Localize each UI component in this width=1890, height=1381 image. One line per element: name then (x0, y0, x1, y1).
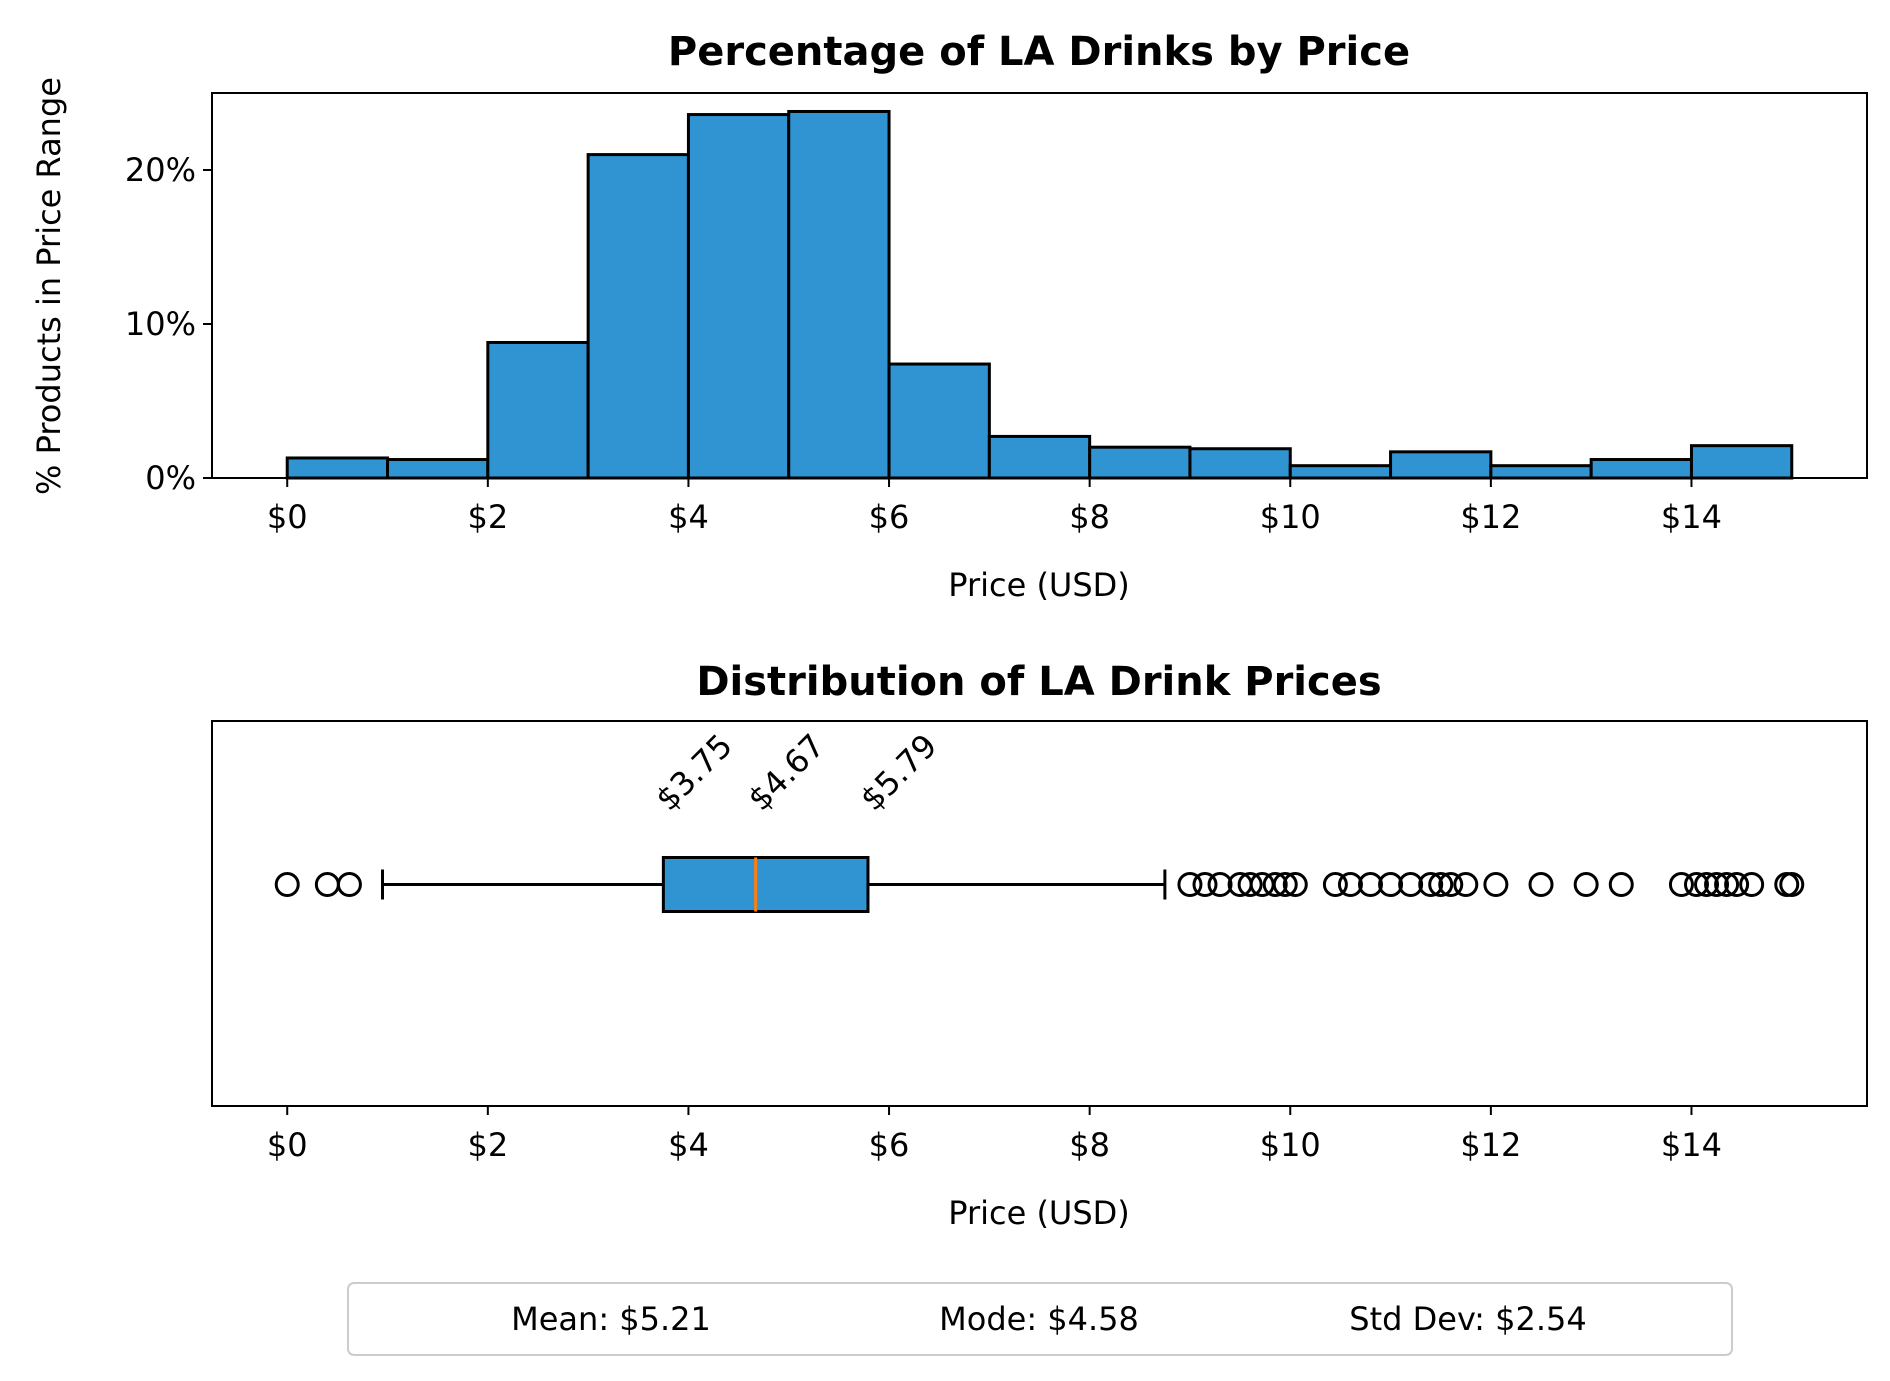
histogram-y-axis-label: % Products in Price Range (30, 77, 68, 495)
histogram-y-tick-label: 20% (125, 151, 196, 189)
histogram-x-tick-label: $8 (1069, 498, 1110, 536)
stats-mean: Mean: $5.21 (511, 1300, 711, 1338)
boxplot-x-tick-label: $10 (1260, 1126, 1321, 1164)
stats-box-frame (347, 1282, 1733, 1356)
boxplot-outlier (1358, 872, 1383, 897)
boxplot-quartile-label: $3.75 (648, 727, 740, 819)
boxplot-outlier (336, 872, 362, 897)
histogram-bar (285, 456, 390, 480)
boxplot-quartile-label: $4.67 (740, 727, 832, 819)
boxplot-outlier (1573, 872, 1599, 897)
boxplot-outlier (1779, 872, 1805, 897)
histogram-x-tick-label: $14 (1661, 498, 1722, 536)
boxplot-outlier (1192, 872, 1218, 897)
histogram-x-tick-label: $6 (869, 498, 910, 536)
boxplot-title: Distribution of LA Drink Prices (696, 659, 1381, 705)
boxplot-outlier (1378, 872, 1404, 897)
histogram-y-tick-label: 0% (145, 459, 196, 497)
boxplot-outlier (1739, 872, 1765, 897)
boxplot-outlier (274, 872, 300, 897)
boxplot-axes-frame (211, 720, 1868, 1107)
boxplot-quartile-labels: $3.75 $4.67 $5.79 (648, 727, 944, 819)
boxplot-outlier (1262, 872, 1288, 897)
boxplot-x-tick-label: $12 (1460, 1126, 1521, 1164)
boxplot-outlier (1398, 872, 1424, 897)
boxplot-x-tick-label: $4 (668, 1126, 709, 1164)
boxplot-quartile-label: $5.79 (853, 727, 945, 819)
boxplot-outlier (1453, 872, 1479, 897)
boxplot-x-tick-label: $8 (1069, 1126, 1110, 1164)
histogram-bar (787, 109, 891, 480)
boxplot-outlier (1418, 872, 1444, 897)
histogram-x-tick-label: $0 (267, 498, 308, 536)
histogram-bar (1589, 458, 1693, 480)
boxplot-outlier (1774, 872, 1800, 897)
histogram-y-tick-label: 10% (125, 305, 196, 343)
histogram-bar (887, 362, 991, 480)
histogram-x-ticks: $0 $2 $4 $6 $8 $10 $12 $14 (267, 478, 1722, 536)
stats-mode: Mode: $4.58 (939, 1300, 1139, 1338)
histogram-bar (1689, 444, 1794, 480)
histogram-bar (686, 113, 791, 480)
histogram-bar (1088, 445, 1192, 480)
histogram-x-axis-label: Price (USD) (948, 566, 1130, 604)
histogram-bar (1389, 450, 1493, 480)
boxplot-outlier (1282, 872, 1308, 897)
boxplot-outlier (1428, 872, 1454, 897)
histogram-bars (285, 109, 1794, 480)
boxplot-elements (381, 856, 1167, 913)
boxplot-outlier (1608, 872, 1634, 897)
boxplot-outliers (274, 872, 1805, 897)
boxplot-x-ticks: $0 $2 $4 $6 $8 $10 $12 $14 (267, 1106, 1722, 1164)
histogram-axes-frame (211, 92, 1868, 479)
stats-std-dev: Std Dev: $2.54 (1349, 1300, 1586, 1338)
histogram-bar (1288, 464, 1393, 480)
boxplot-outlier (1704, 872, 1730, 897)
histogram-bar (586, 153, 690, 480)
histogram-x-tick-label: $4 (668, 498, 709, 536)
boxplot-outlier (1528, 872, 1554, 897)
histogram-bar (987, 434, 1092, 480)
boxplot-outlier (1724, 872, 1750, 897)
histogram-bar (386, 458, 490, 480)
boxplot-chart: Distribution of LA Drink Prices $3.75 $4.… (211, 659, 1868, 1232)
boxplot-x-tick-label: $6 (869, 1126, 910, 1164)
boxplot-outlier (1694, 872, 1720, 897)
boxplot-outlier (1438, 872, 1464, 897)
histogram-bar (1489, 464, 1593, 480)
histogram-bar (1188, 447, 1292, 480)
histogram-y-ticks: 0% 10% 20% (125, 151, 212, 497)
histogram-x-tick-label: $12 (1460, 498, 1521, 536)
stats-box: Mean: $5.21 Mode: $4.58 Std Dev: $2.54 (347, 1282, 1733, 1356)
boxplot-outlier (1337, 872, 1363, 897)
histogram-x-tick-label: $10 (1260, 498, 1321, 536)
boxplot-outlier (1668, 872, 1694, 897)
histogram-chart: Percentage of LA Drinks by Price $0 $2 $4 $… (30, 29, 1868, 604)
boxplot-outlier (314, 872, 340, 897)
boxplot-x-tick-label: $2 (467, 1126, 508, 1164)
boxplot-x-tick-label: $14 (1661, 1126, 1722, 1164)
boxplot-x-axis-label: Price (USD) (948, 1194, 1130, 1232)
boxplot-outlier (1714, 872, 1740, 897)
histogram-bar (486, 340, 590, 480)
boxplot-outlier (1483, 872, 1509, 897)
boxplot-x-tick-label: $0 (267, 1126, 308, 1164)
boxplot-outlier (1237, 872, 1263, 897)
boxplot-outlier (1177, 872, 1203, 897)
histogram-title: Percentage of LA Drinks by Price (668, 29, 1410, 75)
boxplot-outlier (1272, 872, 1298, 897)
histogram-x-tick-label: $2 (467, 498, 508, 536)
boxplot-box (661, 856, 870, 913)
boxplot-outlier (1207, 872, 1233, 897)
boxplot-outlier (1322, 872, 1348, 897)
boxplot-outlier (1683, 872, 1709, 897)
